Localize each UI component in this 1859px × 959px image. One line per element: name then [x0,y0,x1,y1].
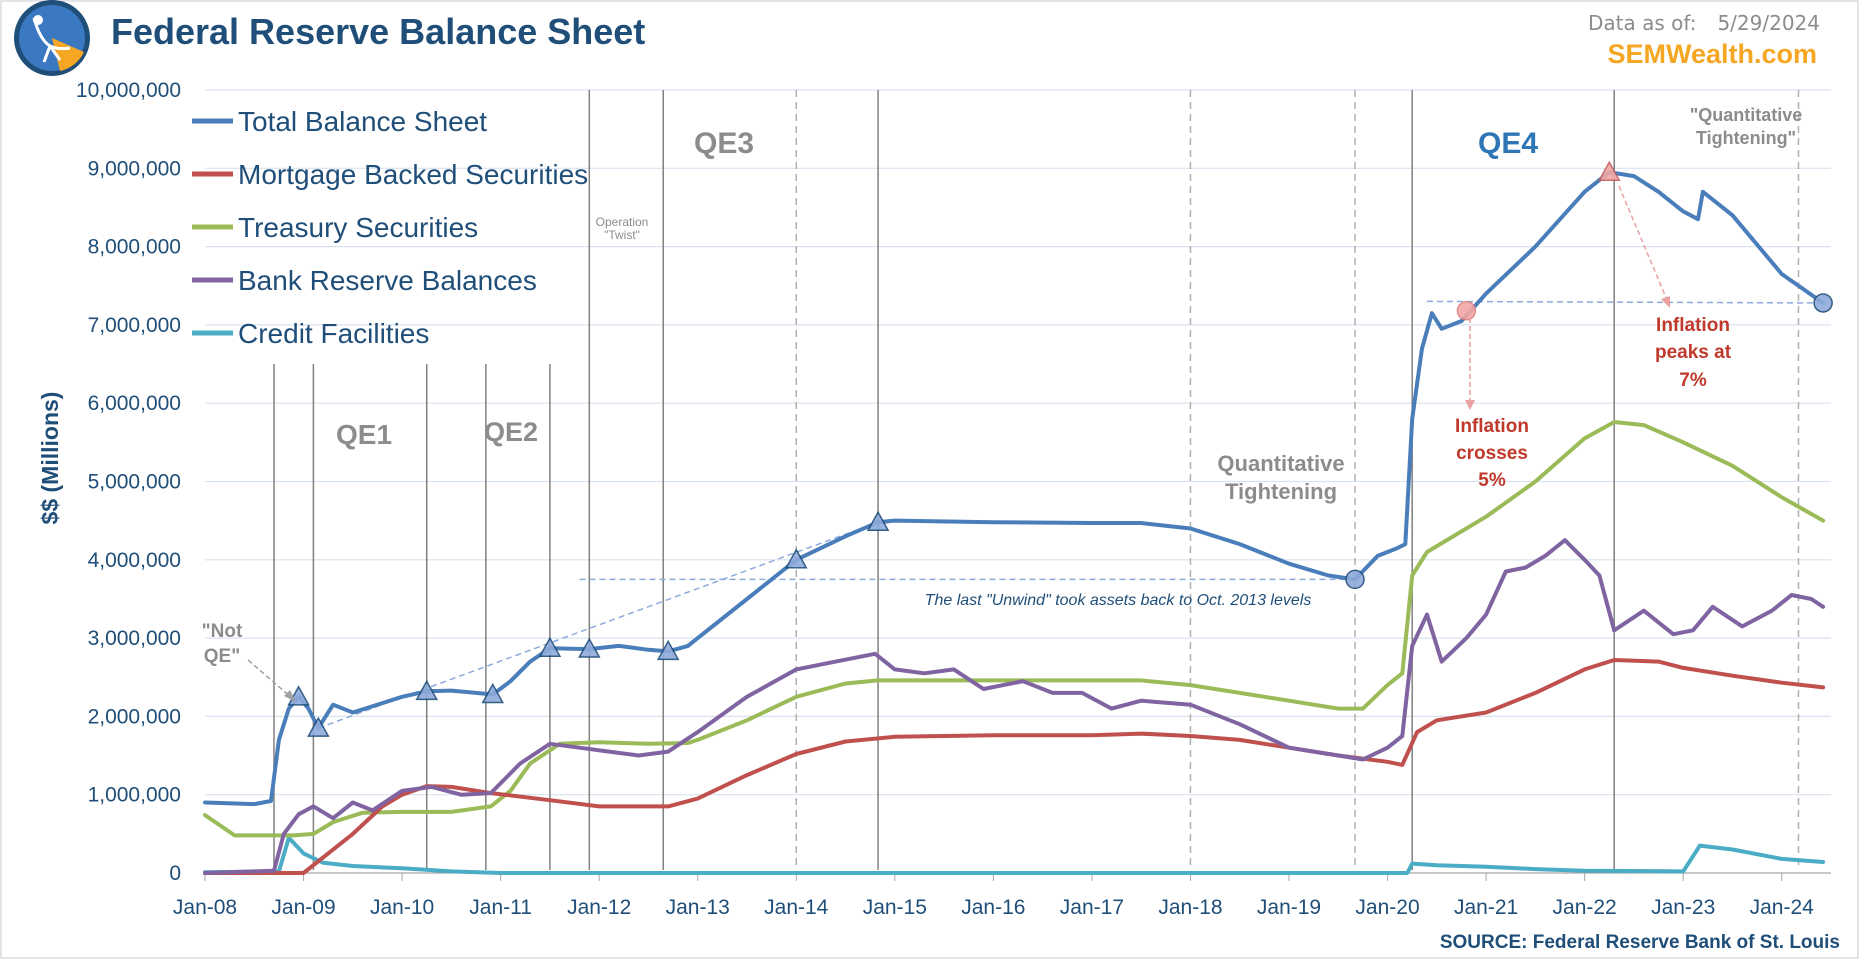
triangle-marker [866,510,890,531]
triangle-marker [1597,160,1621,181]
triangle-marker [307,716,330,737]
x-tick-label: Jan-22 [1553,896,1617,919]
y-tick-label: 6,000,000 [88,392,181,415]
x-tick-label: Jan-12 [567,896,631,919]
annotation-qt-line2: Tightening [1225,479,1337,504]
triangle-marker [656,639,680,661]
annotation-qt2-line1: "Quantitative [1690,105,1803,125]
y-tick-label: 0 [169,862,181,885]
x-tick-label: Jan-09 [271,896,335,919]
annotation-qe4: QE4 [1478,127,1538,160]
series-lines [203,170,1826,875]
annotation-not-qe-line1: "Not [202,621,243,642]
y-axis-label: $$ (Millions) [37,392,63,525]
x-tick-label: Jan-13 [666,896,730,919]
annotation-inflation7-line1: Inflation [1656,315,1730,336]
series-line-reserves [203,538,1826,875]
reference-line-current-level [1426,300,1824,304]
x-tick-label: Jan-15 [863,896,927,919]
data-as-of-date: 5/29/2024 [1717,11,1820,35]
source-note: SOURCE: Federal Reserve Bank of St. Loui… [1440,932,1840,953]
series-markers [287,160,1833,737]
triangle-marker [415,679,439,701]
y-tick-label: 4,000,000 [88,549,181,572]
y-tick-label: 8,000,000 [88,236,181,259]
reference-lines [318,300,1824,729]
brand-link[interactable]: SEMWealth.com [1607,39,1817,69]
y-tick-label: 5,000,000 [88,471,181,494]
x-tick-label: Jan-24 [1750,896,1815,919]
legend-label-credit: Credit Facilities [238,318,429,349]
x-tick-label: Jan-17 [1060,896,1124,919]
x-tick-label: Jan-11 [469,896,532,919]
legend-label-total: Total Balance Sheet [238,106,487,137]
triangle-marker [578,637,601,658]
series-line-credit [203,835,1826,875]
annotation-qt2-line2: Tightening" [1696,128,1796,148]
annotations: QE1 QE2 QE3 QE4 "Not QE" Operation "Twis… [202,105,1803,702]
series-line-treasury [203,420,1826,838]
y-tick-label: 1,000,000 [88,784,181,807]
chart-title: Federal Reserve Balance Sheet [111,11,645,52]
annotation-qe2: QE2 [484,417,538,447]
y-axis-ticks: 0 1,000,000 2,000,000 3,000,000 4,000,000 5,0… [76,79,181,885]
x-tick-label: Jan-21 [1454,896,1518,919]
legend-label-reserves: Bank Reserve Balances [238,265,537,296]
data-as-of-label: Data as of: [1588,11,1696,35]
legend-label-treasury: Treasury Securities [238,212,478,243]
annotation-not-qe-line2: QE" [204,646,240,667]
annotation-inflation5-line2: crosses [1456,443,1528,464]
annotation-inflation5-line1: Inflation [1455,416,1529,437]
annotation-inflation5-line3: 5% [1478,470,1506,491]
annotation-qe1: QE1 [336,419,392,450]
y-tick-label: 3,000,000 [88,627,181,650]
x-tick-label: Jan-08 [173,896,237,919]
triangle-marker [784,548,808,569]
x-tick-label: Jan-23 [1651,896,1715,919]
series-line-total [203,170,1826,807]
x-tick-label: Jan-16 [961,896,1025,919]
legend: Total Balance Sheet Mortgage Backed Secu… [192,106,588,349]
annotation-qt-line1: Quantitative [1217,451,1344,476]
y-tick-label: 9,000,000 [88,157,181,180]
inflation7-arrowhead [1661,296,1670,308]
y-tick-label: 10,000,000 [76,79,181,102]
not-qe-arrowhead [284,690,296,702]
triangle-marker [481,682,505,704]
annotation-qe3: QE3 [694,127,754,160]
annotation-inflation7-line3: 7% [1679,370,1707,391]
not-qe-arrow [247,659,293,699]
circle-marker [1345,569,1365,590]
x-tick-label: Jan-10 [370,896,434,919]
semwealth-logo-icon [14,0,90,76]
x-tick-label: Jan-18 [1158,896,1222,919]
triangle-marker [538,636,562,658]
annotation-unwind: The last "Unwind" took assets back to Oc… [925,592,1312,609]
legend-label-mbs: Mortgage Backed Securities [238,159,588,190]
y-tick-label: 7,000,000 [88,314,181,337]
circle-marker [1813,293,1833,313]
x-axis-ticks: Jan-08 Jan-09 Jan-10 Jan-11 Jan-12 Jan-13 Jan-… [173,873,1814,919]
inflation7-arrow [1618,185,1668,301]
annotation-operation-line2: "Twist" [604,228,640,242]
inflation5-arrowhead [1465,400,1475,410]
x-tick-label: Jan-20 [1355,896,1419,919]
circle-marker [1456,301,1477,321]
y-tick-label: 2,000,000 [88,705,181,728]
x-tick-label: Jan-14 [764,896,829,919]
x-tick-label: Jan-19 [1257,896,1321,919]
annotation-inflation7-line2: peaks at [1655,342,1732,363]
annotation-operation-line1: Operation [596,215,649,229]
